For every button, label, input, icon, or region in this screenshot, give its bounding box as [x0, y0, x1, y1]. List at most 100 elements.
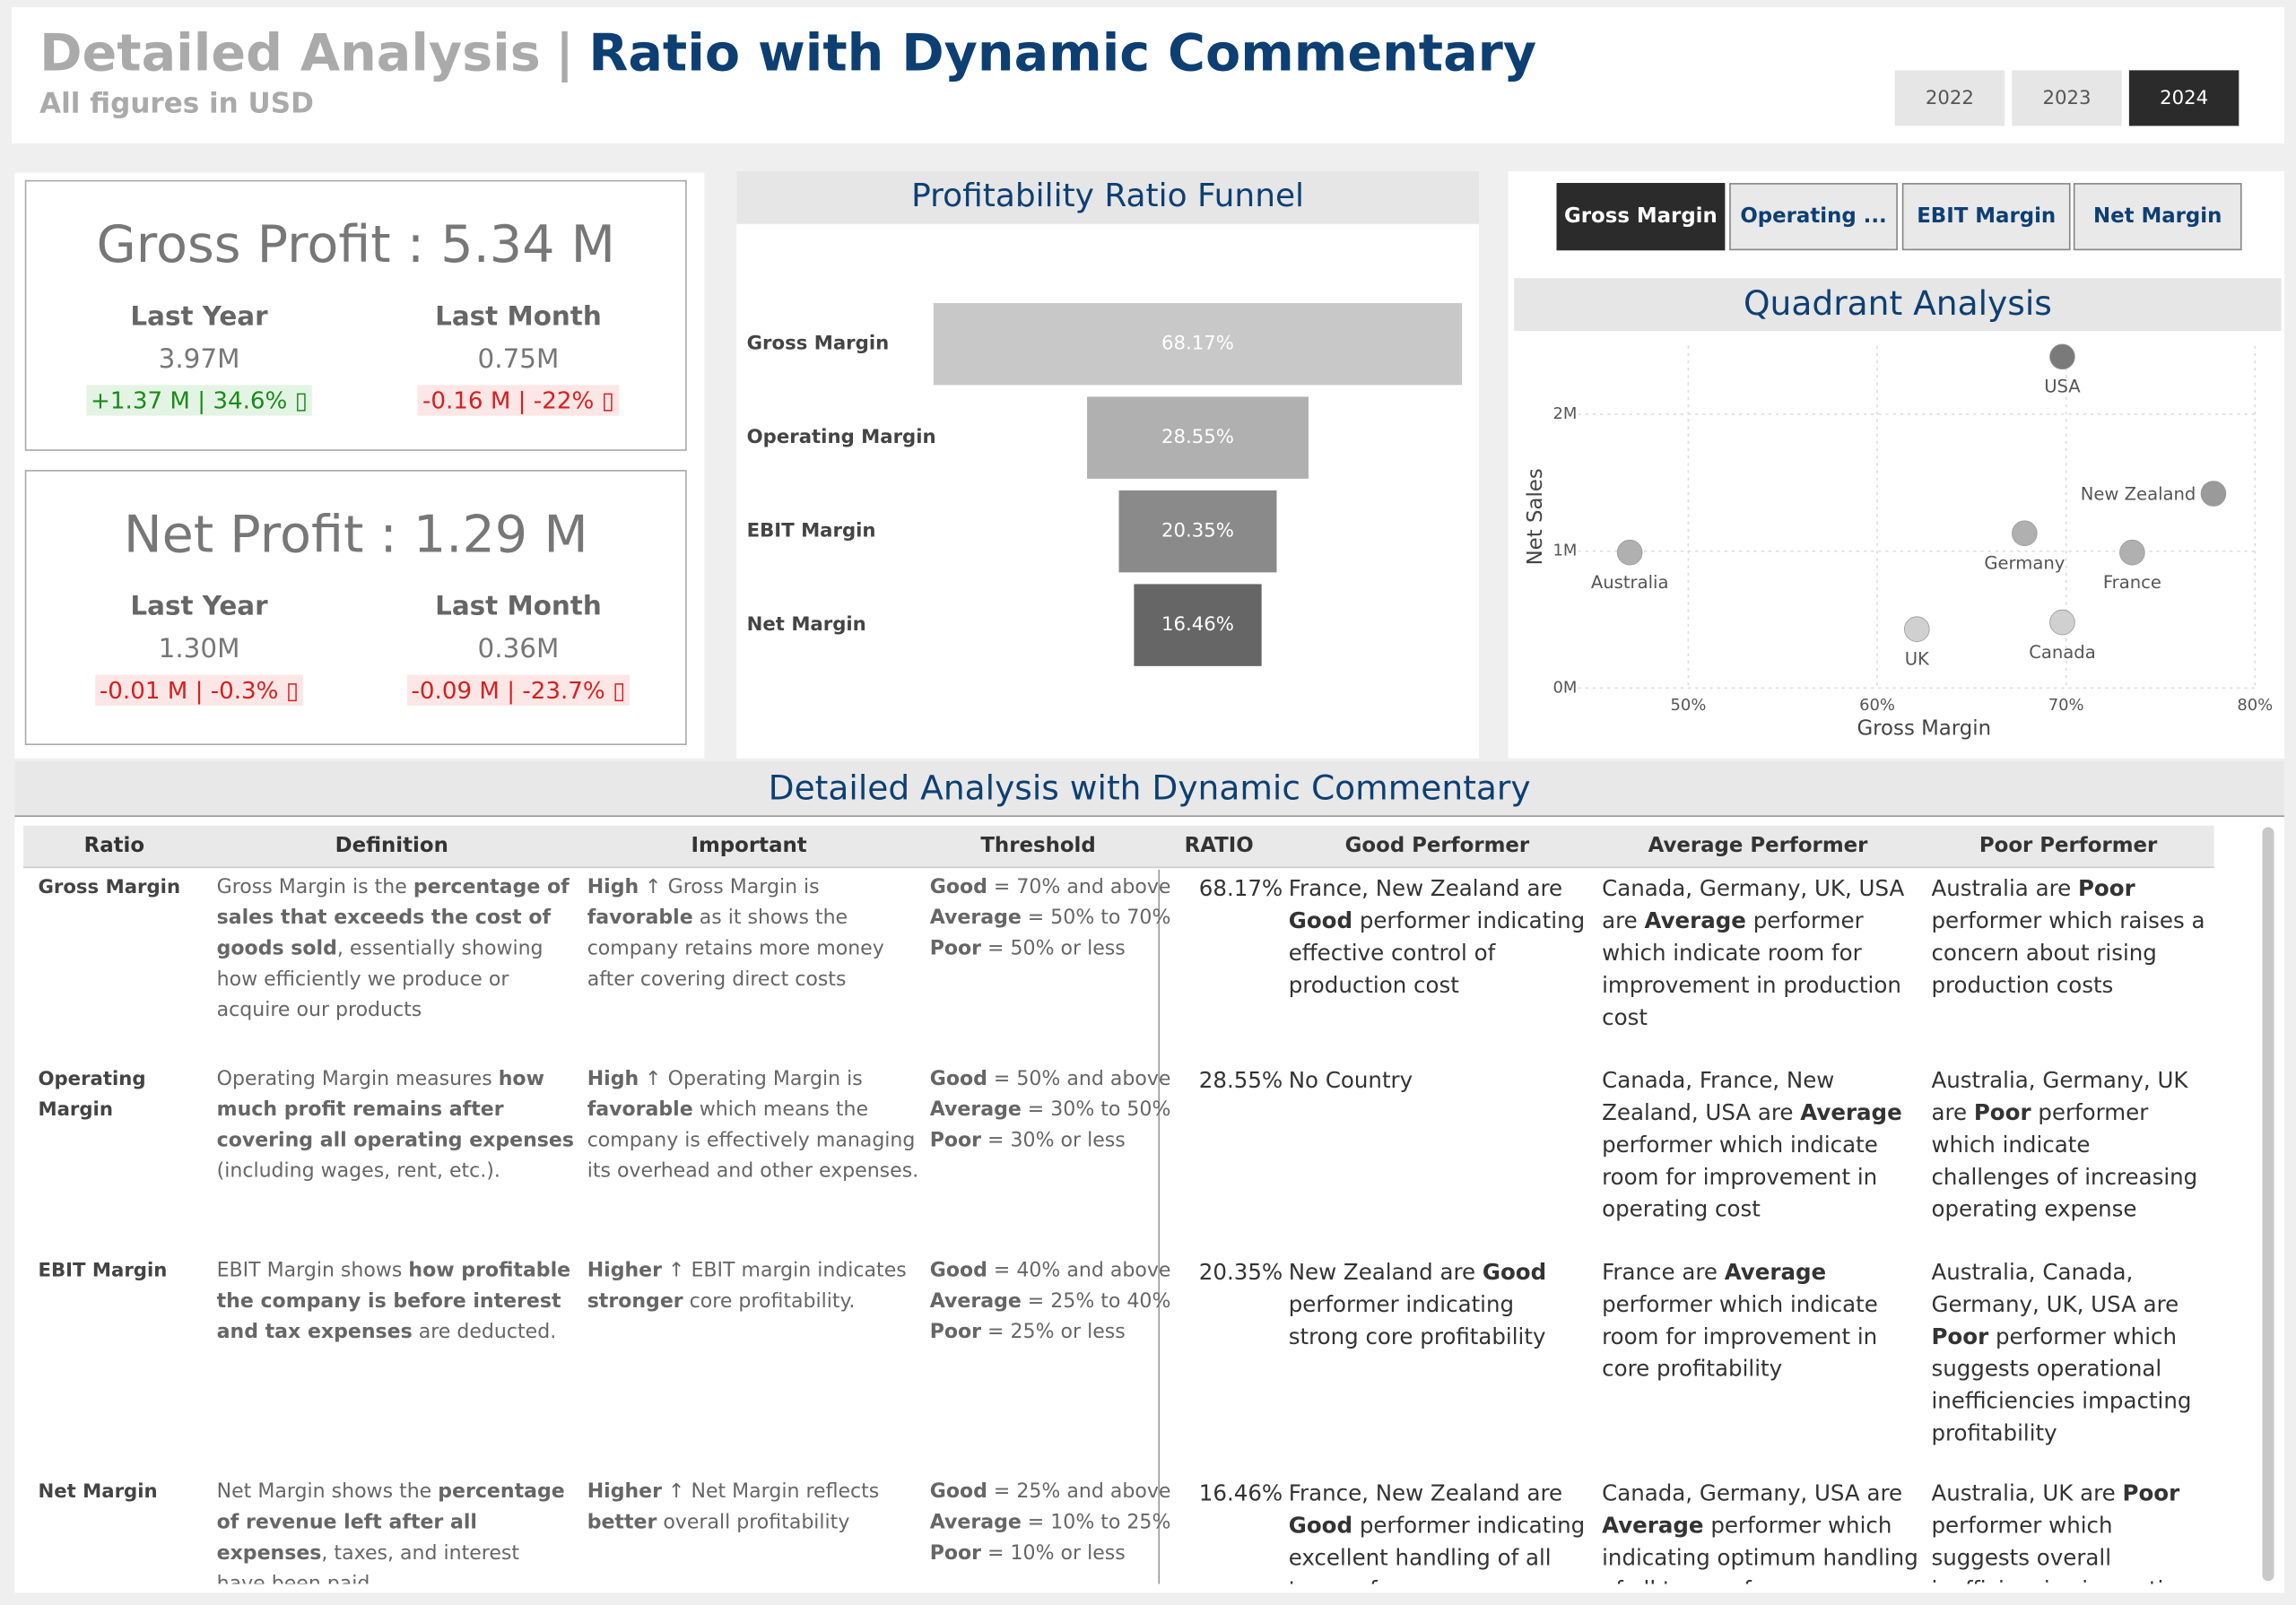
- bold-segment: Average: [1800, 1099, 1902, 1126]
- threshold-rule: = 30% or less: [981, 1128, 1126, 1152]
- text-segment: performer indicating excellent handling …: [1288, 1512, 1586, 1584]
- ratio-name: Operating Margin: [38, 1068, 146, 1122]
- year-button[interactable]: 2022: [1894, 70, 2005, 126]
- table-body: Gross Margin Gross Margin is the percenta…: [23, 869, 2213, 1584]
- threshold-rule: = 40% and above: [987, 1259, 1171, 1283]
- column-header: Threshold: [980, 834, 1096, 858]
- table-title: Detailed Analysis with Dynamic Commentar…: [768, 769, 1531, 809]
- bold-segment: Average: [1644, 907, 1746, 934]
- ratio-button[interactable]: Operating ...: [1729, 183, 1898, 251]
- quadrant-panel: [1508, 171, 2284, 759]
- text-segment: ↑ EBIT margin indicates: [661, 1259, 907, 1283]
- kpi-compare-label: Last Month: [435, 591, 602, 622]
- bold-segment: Higher: [587, 1259, 662, 1283]
- definition-cell: Net Margin shows the percentage of reven…: [216, 1477, 574, 1584]
- ratio-value: 68.17%: [1198, 875, 1283, 902]
- bold-segment: favorable: [587, 1097, 693, 1122]
- kpi-compare-value: 3.97M: [158, 343, 240, 375]
- kpi-title: Net Profit : 1.29 M: [123, 506, 588, 566]
- threshold-rule: = 50% and above: [987, 1067, 1171, 1091]
- ratio-value: 28.55%: [1198, 1067, 1283, 1094]
- text-segment: performer which indicate room for improv…: [1602, 1132, 1878, 1223]
- text-segment: No Country: [1288, 1067, 1413, 1094]
- kpi-change: -0.01 M | -0.3% ▯: [94, 674, 304, 706]
- column-header: Ratio: [83, 834, 145, 858]
- threshold-rule: = 70% and above: [987, 875, 1171, 899]
- text-segment: Canada, Germany, UK, USA are: [1602, 875, 1905, 934]
- text-segment: ↑ Net Margin reflects: [661, 1479, 880, 1504]
- kpi-change-wrap: -0.16 M | -22% ▯: [357, 385, 679, 416]
- funnel-title: Profitability Ratio Funnel: [911, 178, 1305, 215]
- threshold-level: Poor: [929, 1128, 982, 1152]
- title-prefix: Detailed Analysis: [39, 24, 541, 84]
- ratio-button[interactable]: Gross Margin: [1556, 183, 1726, 251]
- threshold-line: Average = 30% to 50%: [929, 1095, 1171, 1125]
- year-button[interactable]: 2024: [2128, 70, 2239, 126]
- kpi-compare-value: 0.36M: [477, 633, 560, 665]
- important-cell: Higher ↑ EBIT margin indicates stronger …: [587, 1256, 925, 1318]
- bold-segment: favorable: [587, 906, 693, 930]
- definition-cell: Gross Margin is the percentage of sales …: [217, 872, 574, 1026]
- text-segment: France are: [1602, 1259, 1725, 1286]
- kpi-compare-label: Last Year: [130, 591, 268, 622]
- kpi-change: +1.37 M | 34.6% ▯: [86, 385, 312, 416]
- column-divider: [1158, 869, 1161, 1584]
- bold-segment: Good: [1482, 1259, 1547, 1286]
- column-header: Poor Performer: [1979, 834, 2158, 858]
- definition-cell: EBIT Margin shows how profitable the com…: [217, 1256, 574, 1349]
- kpi-change-wrap: -0.09 M | -23.7% ▯: [357, 674, 679, 706]
- funnel-title-band: [736, 171, 1479, 224]
- ratio-button[interactable]: Net Margin: [2073, 183, 2242, 251]
- quadrant-title-band: [1514, 278, 2282, 331]
- threshold-level: Average: [929, 1097, 1022, 1122]
- quadrant-title: Quadrant Analysis: [1744, 285, 2052, 324]
- text-segment: performer indicating effective control o…: [1288, 907, 1586, 999]
- text-segment: France, New Zealand are: [1288, 1479, 1563, 1506]
- threshold-level: Average: [929, 906, 1022, 930]
- table-title-band: [14, 760, 2284, 818]
- average-cell: Canada, Germany, USA are Average perform…: [1602, 1477, 1921, 1584]
- good-cell: France, New Zealand are Good performer i…: [1288, 1477, 1589, 1584]
- important-cell: High ↑ Gross Margin is favorable as it s…: [587, 872, 925, 995]
- threshold-level: Good: [929, 1479, 987, 1504]
- bold-segment: Poor: [1973, 1099, 2031, 1126]
- threshold-rule: = 25% and above: [987, 1479, 1171, 1504]
- kpi-change-wrap: +1.37 M | 34.6% ▯: [38, 385, 360, 416]
- threshold-line: Good = 40% and above: [930, 1256, 1171, 1287]
- text-segment: performer which indicating optimum handl…: [1602, 1512, 1918, 1584]
- text-segment: core profitability.: [683, 1289, 856, 1314]
- kpi-card: Gross Profit : 5.34 M Last Year 3.97M +1.37…: [24, 179, 687, 451]
- threshold-level: Average: [929, 1510, 1022, 1535]
- threshold-line: Poor = 10% or less: [930, 1539, 1161, 1569]
- bold-segment: Poor: [1931, 1323, 1989, 1350]
- threshold-level: Poor: [929, 936, 982, 961]
- subtitle: All figures in USD: [39, 87, 314, 120]
- kpi-change: -0.09 M | -23.7% ▯: [406, 674, 631, 706]
- ratio-button[interactable]: EBIT Margin: [1901, 183, 2071, 251]
- poor-cell: Australia, Germany, UK are Poor performe…: [1931, 1064, 2209, 1226]
- text-segment: Canada, France, New Zealand, USA are: [1602, 1067, 1835, 1126]
- year-button[interactable]: 2023: [2012, 70, 2122, 126]
- bold-segment: Average: [1724, 1259, 1827, 1286]
- bold-segment: High: [587, 875, 639, 899]
- table-header-row: [23, 825, 2214, 869]
- threshold-line: Good = 50% and above: [930, 1064, 1171, 1095]
- text-segment: performer which indicate room for improv…: [1602, 907, 1901, 1031]
- ratio-value: 16.46%: [1198, 1479, 1283, 1506]
- text-segment: Australia, Germany, UK are: [1931, 1067, 2188, 1126]
- threshold-level: Average: [929, 1289, 1022, 1314]
- table-panel: [14, 760, 2284, 1593]
- text-segment: Canada, Germany, USA are: [1602, 1479, 1903, 1506]
- average-cell: France are Average performer which indic…: [1602, 1256, 1921, 1385]
- bold-segment: percentage of revenue left after all exp…: [216, 1479, 565, 1566]
- text-segment: Australia, Canada, Germany, UK, USA are: [1931, 1259, 2179, 1318]
- threshold-line: Average = 50% to 70%: [929, 903, 1171, 933]
- average-cell: Canada, Germany, UK, USA are Average per…: [1602, 872, 1921, 1034]
- important-cell: High ↑ Operating Margin is favorable whi…: [587, 1064, 925, 1187]
- text-segment: , essentially showing how efficiently we…: [216, 936, 544, 1022]
- kpi-card: Net Profit : 1.29 M Last Year 1.30M -0.01 M…: [24, 470, 687, 746]
- threshold-rule: = 25% to 40%: [1021, 1289, 1171, 1314]
- average-cell: Canada, France, New Zealand, USA are Ave…: [1602, 1064, 1921, 1226]
- definition-cell: Operating Margin measures how much profi…: [217, 1064, 574, 1187]
- column-header: Good Performer: [1344, 834, 1530, 858]
